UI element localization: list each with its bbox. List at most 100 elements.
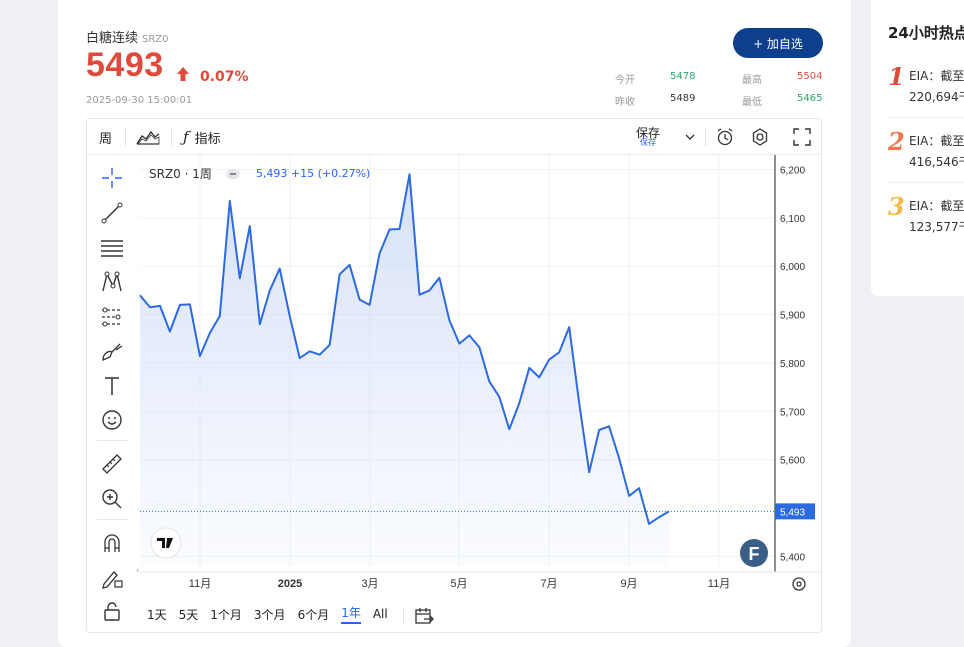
- alert-button[interactable]: [715, 119, 735, 155]
- interval-button[interactable]: 周: [99, 131, 113, 147]
- data-point: [139, 294, 141, 296]
- text-icon: [105, 377, 119, 395]
- data-point: [189, 303, 191, 305]
- range-button[interactable]: 1天: [147, 607, 167, 622]
- range-button[interactable]: 5天: [178, 607, 199, 622]
- data-point: [568, 326, 570, 328]
- high-label: 最高: [742, 75, 762, 86]
- data-point: [468, 334, 470, 336]
- hot-divider: [888, 117, 964, 118]
- last-price: 5493: [86, 46, 164, 84]
- f-logo-text: F: [749, 544, 760, 564]
- open-value: 5478: [670, 71, 696, 82]
- pencil-lock-icon: [102, 571, 123, 589]
- hot-rank: 3: [888, 192, 905, 221]
- chart-toolbar: 周 ƒ 指标 保存 保存: [87, 119, 821, 155]
- magnet-icon: [104, 534, 120, 552]
- chevron-down-icon: [685, 134, 695, 140]
- indicators-label: 指标: [194, 131, 221, 147]
- instrument-code: SRZ0: [142, 34, 169, 45]
- data-point: [318, 353, 320, 355]
- up-arrow-icon: [177, 67, 189, 81]
- lock-tool[interactable]: [98, 597, 126, 625]
- hot-headline[interactable]: EIA：截至: [909, 69, 964, 83]
- text-tool[interactable]: [98, 372, 126, 400]
- calendar-arrow-icon: [415, 608, 434, 624]
- data-point: [328, 344, 330, 346]
- data-point: [618, 457, 620, 459]
- x-tick-label: 2025: [278, 578, 302, 590]
- price-chart[interactable]: 6,200 6,100 6,000 5,900 5,800 5,700 5,600 5,400…: [87, 155, 822, 633]
- data-point: [348, 264, 350, 266]
- emoji-tool[interactable]: [98, 406, 126, 434]
- prev-close-value: 5489: [670, 93, 696, 104]
- indicators-button[interactable]: ƒ 指标: [183, 119, 221, 155]
- data-point: [398, 228, 400, 230]
- data-point: [209, 332, 211, 334]
- low-value: 5465: [797, 93, 823, 104]
- tool-divider: [97, 519, 129, 520]
- hot-news-panel: 24小时热点 1 EIA：截至 220,694千 2 EIA：截至 416,546千 3 EI…: [871, 0, 964, 296]
- draw-mode-tool[interactable]: [98, 564, 126, 592]
- collapse-toolbar-icon[interactable]: ‹: [136, 566, 140, 576]
- range-button[interactable]: All: [372, 607, 388, 621]
- data-point: [229, 200, 231, 202]
- settings-button[interactable]: [750, 119, 770, 155]
- x-tick-label: 11月: [708, 578, 730, 590]
- chart-type-button[interactable]: [136, 119, 160, 155]
- quote-card: 白糖连续 SRZ0 5493 0.07% 2025-09-30 15:00:01 …: [58, 0, 851, 647]
- legend-quote: 5,493 +15 (+0.27%): [255, 167, 371, 180]
- data-point: [648, 523, 650, 525]
- brush-tool[interactable]: [98, 338, 126, 366]
- gear-icon: [752, 128, 768, 146]
- range-button[interactable]: 6个月: [297, 607, 330, 622]
- data-point: [528, 367, 530, 369]
- save-sublabel: 保存: [640, 138, 656, 147]
- instrument-name: 白糖连续 SRZ0: [86, 27, 169, 46]
- range-button[interactable]: 3个月: [253, 607, 286, 622]
- f-logo-icon: [740, 539, 768, 567]
- fib-tool[interactable]: [98, 234, 126, 262]
- trend-line-tool[interactable]: [98, 199, 126, 227]
- range-button[interactable]: 1个月: [210, 607, 242, 622]
- fullscreen-button[interactable]: [793, 119, 811, 155]
- date-range-button[interactable]: [414, 607, 434, 629]
- range-button[interactable]: 1年: [341, 604, 361, 624]
- add-watchlist-button[interactable]: + 加自选: [733, 28, 823, 58]
- crosshair-tool[interactable]: [98, 164, 126, 192]
- change-percent: 0.07%: [200, 69, 249, 85]
- legend-symbol: SRZ0 · 1周: [149, 167, 212, 181]
- save-button[interactable]: 保存 保存: [636, 119, 660, 155]
- high-value: 5504: [797, 71, 823, 82]
- data-point: [368, 304, 370, 306]
- measure-tool[interactable]: [98, 450, 126, 478]
- quote-timestamp: 2025-09-30 15:00:01: [86, 95, 193, 106]
- legend-collapse-button[interactable]: [225, 168, 240, 179]
- x-tick-label: 5月: [450, 578, 467, 590]
- tool-divider: [97, 440, 129, 441]
- data-point: [159, 305, 161, 307]
- hot-headline[interactable]: EIA：截至: [909, 199, 964, 213]
- data-point: [149, 306, 151, 308]
- data-point: [259, 323, 261, 325]
- save-dropdown[interactable]: [685, 119, 695, 155]
- data-point: [478, 346, 480, 348]
- data-point: [169, 330, 171, 332]
- projection-tool[interactable]: [98, 303, 126, 331]
- zoom-tool[interactable]: [98, 485, 126, 513]
- data-point: [578, 402, 580, 404]
- data-point: [199, 355, 201, 357]
- data-point: [428, 289, 430, 291]
- hot-value: 123,577千: [909, 220, 964, 234]
- hot-headline[interactable]: EIA：截至: [909, 134, 964, 148]
- pattern-tool[interactable]: [98, 268, 126, 296]
- magnet-tool[interactable]: [98, 529, 126, 557]
- data-point: [658, 516, 660, 518]
- x-tick-label: 9月: [620, 578, 637, 590]
- data-point: [338, 273, 340, 275]
- drawing-toolbar: [87, 155, 139, 632]
- y-tick-label: 5,400: [780, 552, 805, 563]
- toolbar-divider: [171, 128, 172, 146]
- axis-settings-icon-center: [796, 581, 802, 587]
- axis-settings-icon[interactable]: [792, 577, 806, 591]
